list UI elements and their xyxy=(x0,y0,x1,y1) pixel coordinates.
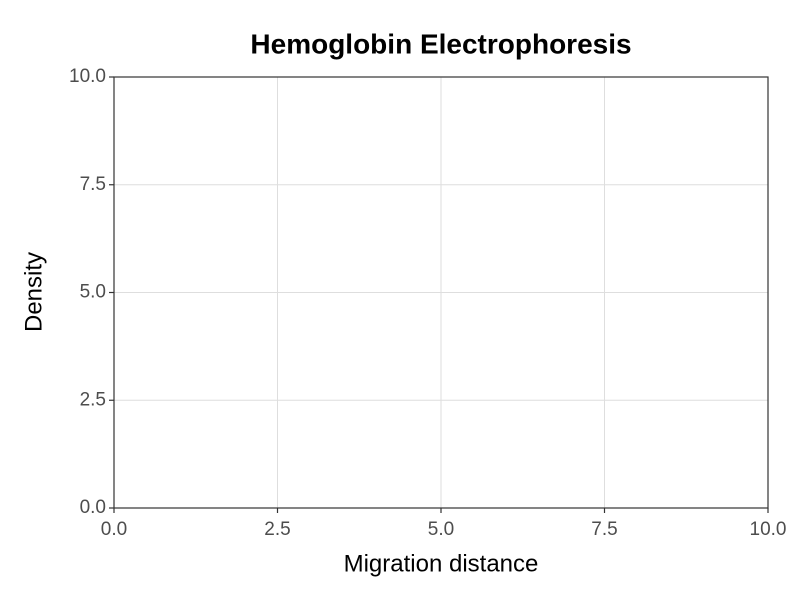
y-tick-label: 10.0 xyxy=(69,66,106,87)
panel-border xyxy=(113,76,769,509)
x-tick-label: 2.5 xyxy=(264,519,290,540)
chart-title: Hemoglobin Electrophoresis xyxy=(250,28,631,59)
x-tick-label: 5.0 xyxy=(428,519,454,540)
x-tick-label: 0.0 xyxy=(101,519,127,540)
x-tick-label: 10.0 xyxy=(750,519,787,540)
x-tick-label: 7.5 xyxy=(591,519,617,540)
y-tick-label: 2.5 xyxy=(80,389,106,410)
y-tick-label: 7.5 xyxy=(80,174,106,195)
y-axis-label: Density xyxy=(20,252,47,332)
y-tick-label: 0.0 xyxy=(80,497,106,518)
y-tick-label: 5.0 xyxy=(80,282,106,303)
x-axis-label: Migration distance xyxy=(344,550,539,577)
